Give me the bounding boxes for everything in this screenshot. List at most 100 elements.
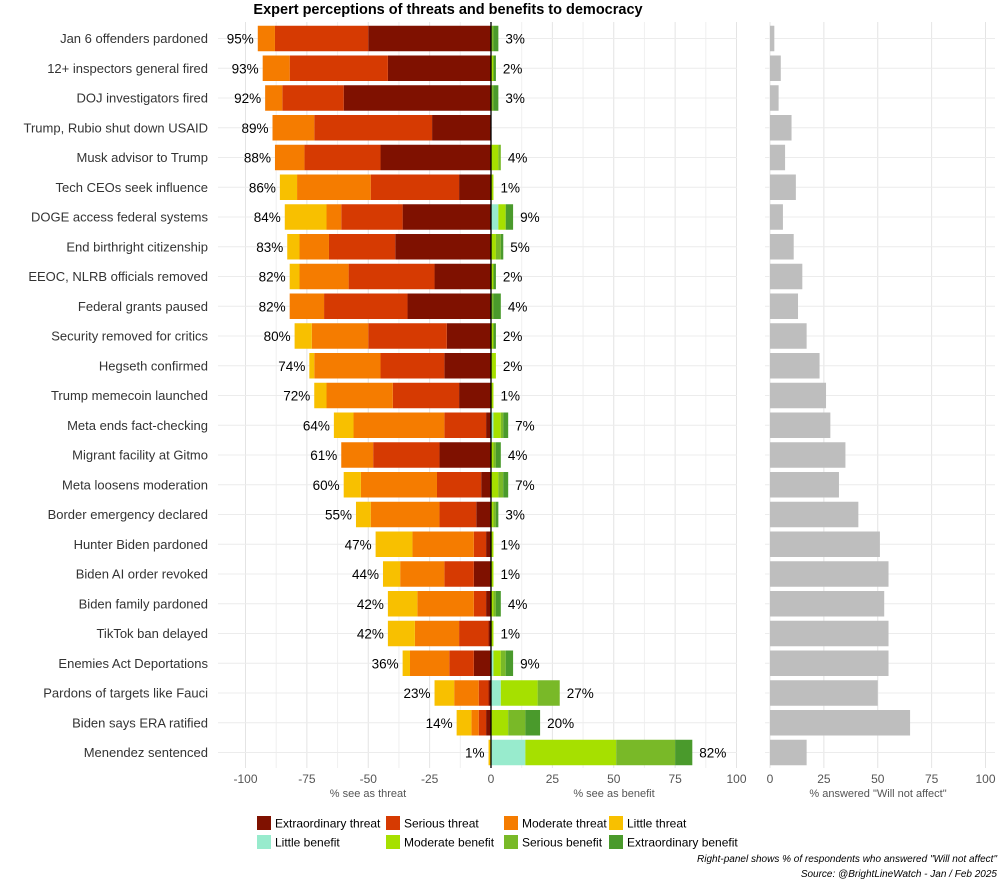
bar-extraordinary-threat xyxy=(343,85,491,111)
bar-will-not-affect xyxy=(770,710,911,736)
threat-total-label: 42% xyxy=(357,597,384,612)
bar-extraordinary-threat xyxy=(459,174,491,200)
right-axis-tick: 50 xyxy=(871,772,885,786)
legend-swatch-serious-threat xyxy=(386,816,400,830)
threat-total-label: 55% xyxy=(325,508,352,523)
bar-moderate-threat xyxy=(370,501,440,528)
bar-serious-threat xyxy=(304,144,381,171)
bar-extraordinary-benefit xyxy=(493,263,496,290)
bar-little-threat xyxy=(387,591,418,617)
bar-extraordinary-threat xyxy=(387,55,491,81)
bar-serious-threat xyxy=(478,710,487,736)
threat-total-label: 83% xyxy=(256,240,283,255)
left-axis-tick: -25 xyxy=(421,772,439,786)
left-axis-tick: -100 xyxy=(233,772,257,786)
bar-will-not-affect xyxy=(770,382,827,409)
category-label: Biden family pardoned xyxy=(79,596,208,611)
bar-extraordinary-benefit xyxy=(503,412,509,438)
legend-swatch-little-threat xyxy=(609,816,623,830)
axes: -100 -75 -50 -25 0 25 50 75 100 0 25 50 75 100 % see a… xyxy=(233,772,995,800)
bar-moderate-threat xyxy=(414,620,460,647)
bar-extraordinary-threat xyxy=(486,412,491,438)
caption-will-not-affect: Right-panel shows % of respondents who a… xyxy=(697,854,997,865)
bar-moderate-threat xyxy=(257,25,275,52)
right-axis-tick: 75 xyxy=(925,772,939,786)
category-label: Meta loosens moderation xyxy=(62,477,208,492)
legend-label: Serious benefit xyxy=(522,836,603,850)
legend-label: Extraordinary threat xyxy=(275,817,381,831)
bar-serious-threat xyxy=(341,204,403,230)
bar-serious-threat xyxy=(289,55,388,81)
bar-serious-threat xyxy=(380,353,445,379)
bar-serious-threat xyxy=(444,561,474,587)
bar-extraordinary-threat xyxy=(407,293,491,319)
benefit-total-label: 3% xyxy=(505,508,525,523)
bar-extraordinary-threat xyxy=(380,144,491,171)
bar-will-not-affect xyxy=(770,144,786,171)
bar-moderate-threat xyxy=(417,591,474,617)
bar-extraordinary-threat xyxy=(486,710,491,736)
bar-little-threat xyxy=(402,650,410,676)
bar-moderate-threat xyxy=(272,115,315,141)
bar-will-not-affect xyxy=(770,620,889,647)
bar-extraordinary-threat xyxy=(402,204,491,230)
bars xyxy=(257,22,911,768)
bar-will-not-affect xyxy=(770,412,831,438)
bar-serious-threat xyxy=(274,25,369,52)
bar-serious-benefit xyxy=(493,501,496,528)
bar-will-not-affect xyxy=(770,323,807,349)
bar-moderate-benefit xyxy=(491,144,499,171)
bar-serious-threat xyxy=(473,591,487,617)
bar-extraordinary-threat xyxy=(486,591,491,617)
bar-extraordinary-threat xyxy=(488,680,491,706)
bar-extraordinary-threat xyxy=(446,323,491,349)
benefit-total-label: 1% xyxy=(500,567,520,582)
bar-moderate-benefit xyxy=(493,650,501,676)
left-axis-tick: -75 xyxy=(298,772,316,786)
bar-will-not-affect xyxy=(770,501,859,528)
bar-extraordinary-benefit xyxy=(675,739,693,766)
bar-moderate-benefit xyxy=(491,710,509,736)
threat-total-label: 74% xyxy=(278,359,305,374)
bar-little-threat xyxy=(294,323,312,349)
bar-serious-threat xyxy=(439,501,477,528)
bar-serious-benefit xyxy=(491,25,494,52)
bar-extraordinary-benefit xyxy=(493,55,496,81)
benefit-total-label: 5% xyxy=(510,240,530,255)
bar-moderate-threat xyxy=(297,174,371,200)
legend-label: Serious threat xyxy=(404,817,479,831)
bar-little-threat xyxy=(456,710,472,736)
bar-will-not-affect xyxy=(770,650,889,676)
bar-moderate-benefit xyxy=(491,234,496,260)
bar-moderate-threat xyxy=(353,412,445,438)
mid-axis-tick: 75 xyxy=(668,772,682,786)
bar-extraordinary-threat xyxy=(368,25,491,52)
threat-total-label: 42% xyxy=(357,627,384,642)
legend-label: Moderate threat xyxy=(522,817,607,831)
category-label: Federal grants paused xyxy=(78,299,208,314)
threat-total-label: 88% xyxy=(244,151,271,166)
benefit-total-label: 1% xyxy=(500,627,520,642)
bar-little-threat xyxy=(287,234,300,260)
bar-moderate-threat xyxy=(289,293,325,319)
category-label: DOGE access federal systems xyxy=(31,210,208,225)
bar-little-benefit xyxy=(491,412,494,438)
bar-moderate-threat xyxy=(341,442,374,468)
bar-will-not-affect xyxy=(770,561,889,587)
bar-extraordinary-threat xyxy=(439,442,491,468)
category-label: Musk advisor to Trump xyxy=(77,150,209,165)
bar-serious-benefit xyxy=(537,680,560,706)
mid-axis-tick: 25 xyxy=(546,772,560,786)
bar-little-benefit xyxy=(491,204,499,230)
threat-total-label: 23% xyxy=(404,686,431,701)
bar-moderate-threat xyxy=(360,472,437,498)
threat-total-label: 47% xyxy=(345,537,372,552)
bar-moderate-benefit xyxy=(491,263,494,290)
bar-serious-benefit xyxy=(498,144,501,171)
category-label: Migrant facility at Gitmo xyxy=(72,448,208,463)
bar-serious-benefit xyxy=(498,472,504,498)
bar-serious-benefit xyxy=(493,591,496,617)
legend-swatch-moderate-benefit xyxy=(386,835,400,849)
threat-total-label: 86% xyxy=(249,180,276,195)
bar-extraordinary-threat xyxy=(488,620,491,647)
